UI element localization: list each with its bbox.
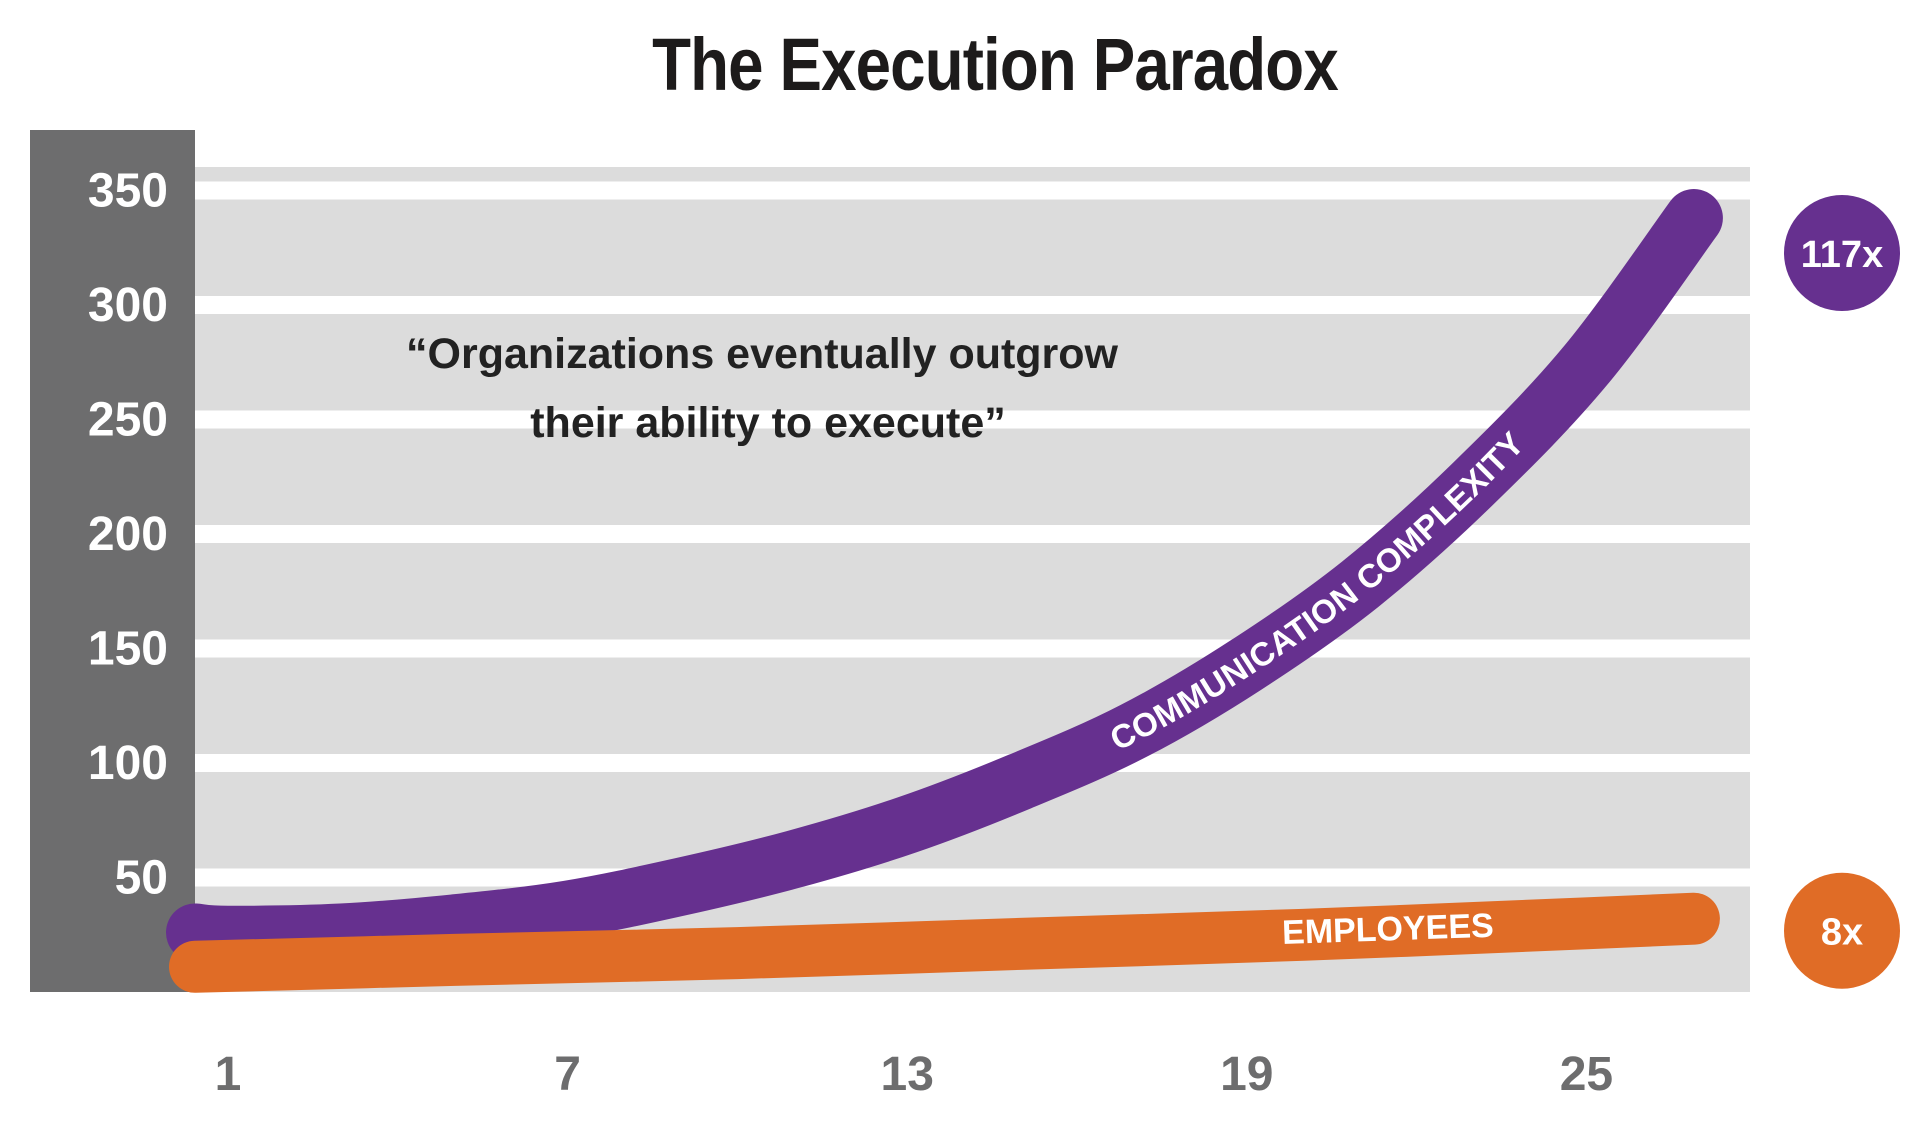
quote-line-1: “Organizations eventually outgrow: [406, 330, 1119, 378]
gridline-100: [195, 754, 1750, 772]
x-tick-label-25: 25: [1560, 1048, 1613, 1101]
y-tick-label-50: 50: [115, 852, 168, 905]
gridline-300: [195, 296, 1750, 314]
y-tick-label-100: 100: [88, 737, 168, 790]
chart-title: The Execution Paradox: [652, 23, 1339, 106]
x-tick-label-13: 13: [881, 1048, 934, 1101]
end-marker-communication-complexity: [1784, 194, 1900, 311]
series-line-employees: [169, 892, 1720, 993]
end-label-employees: 8x: [1821, 912, 1863, 954]
quote-line-2: their ability to execute”: [530, 399, 1006, 447]
y-tick-label-150: 150: [88, 623, 168, 676]
y-tick-label-200: 200: [88, 508, 168, 561]
gridline-200: [195, 525, 1750, 543]
x-tick-label-1: 1: [215, 1048, 242, 1101]
gridlines: [195, 181, 1750, 887]
quote-annotation: “Organizations eventually outgrow their …: [406, 330, 1130, 447]
gridline-50: [195, 868, 1750, 887]
y-tick-label-300: 300: [88, 279, 168, 332]
x-tick-label-19: 19: [1220, 1048, 1273, 1101]
gridline-250: [195, 410, 1750, 429]
y-tick-label-250: 250: [88, 394, 168, 447]
x-tick-label-7: 7: [554, 1048, 581, 1101]
end-markers: 117x 8x: [1784, 194, 1900, 989]
series-line-communication-complexity: [166, 189, 1723, 964]
gridline-150: [195, 639, 1750, 658]
y-tick-labels: 50 100 150 200 250 300 350: [88, 165, 168, 905]
x-tick-labels: 1 7 13 19 25: [215, 1048, 1613, 1101]
end-marker-employees: [1784, 872, 1900, 989]
y-axis-band: [30, 130, 195, 992]
end-label-communication-complexity: 117x: [1801, 234, 1883, 276]
series-label-employees: EMPLOYEES: [1282, 907, 1495, 952]
y-tick-label-350: 350: [88, 165, 168, 218]
gridline-350: [195, 181, 1750, 200]
plot-area: [195, 167, 1750, 992]
